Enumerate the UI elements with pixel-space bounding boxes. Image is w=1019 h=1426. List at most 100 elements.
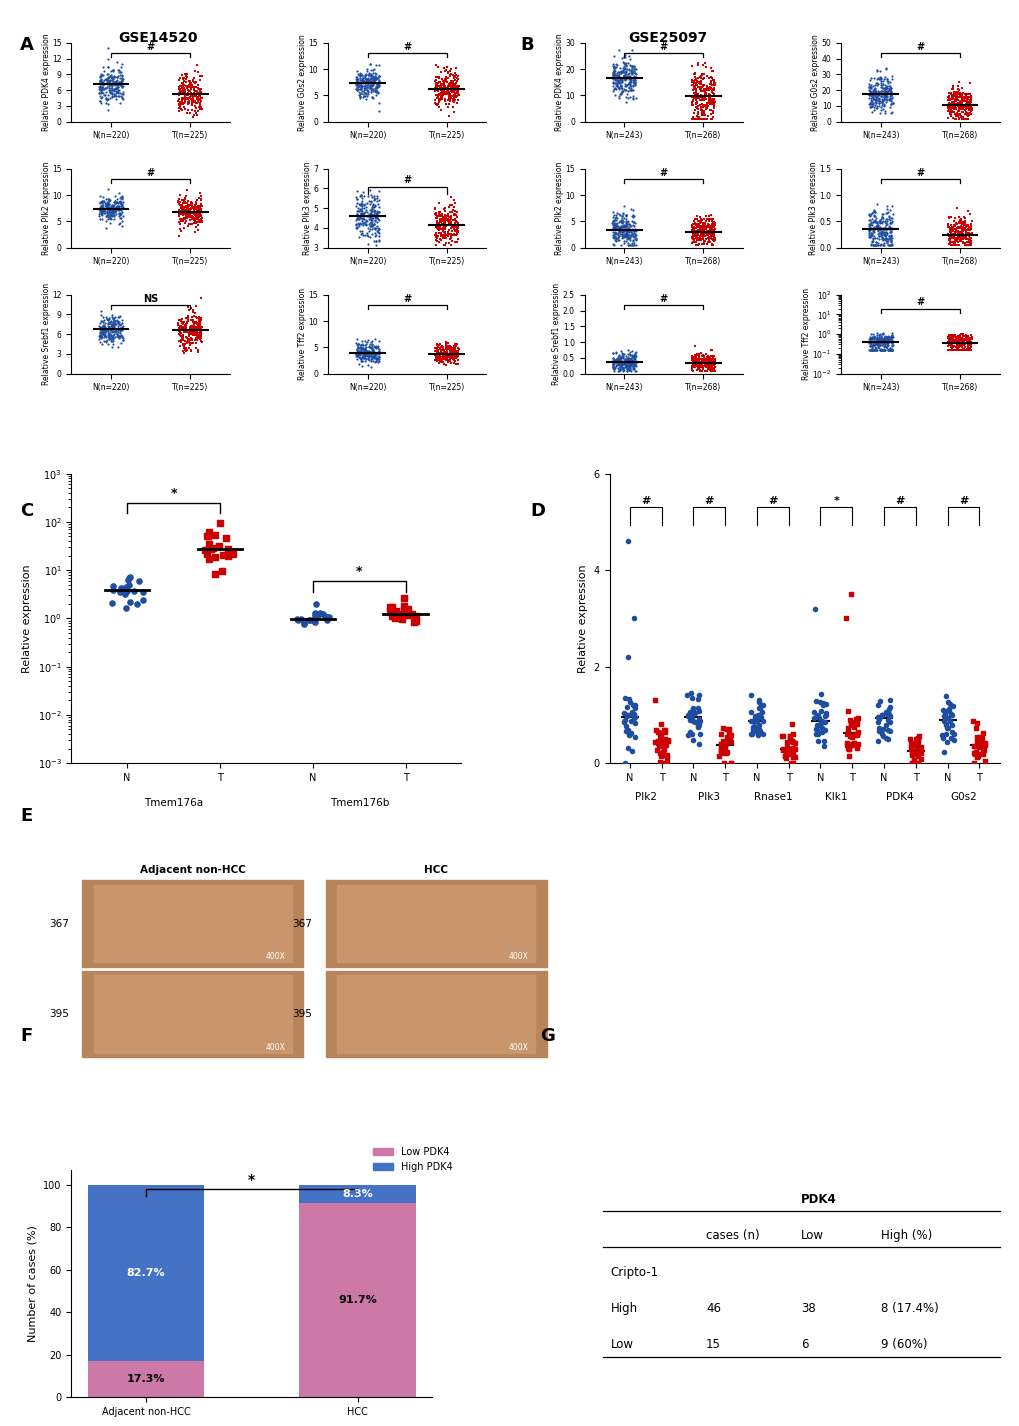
Point bbox=[972, 730, 988, 753]
Point bbox=[867, 234, 883, 257]
Point bbox=[445, 83, 462, 106]
Point bbox=[687, 334, 703, 356]
Point bbox=[864, 322, 880, 345]
Point bbox=[449, 341, 466, 364]
Point bbox=[428, 224, 444, 247]
Point bbox=[362, 64, 378, 87]
Point bbox=[435, 352, 451, 375]
Point bbox=[704, 100, 720, 123]
Point bbox=[702, 225, 718, 248]
Point bbox=[92, 324, 108, 347]
Point bbox=[704, 93, 720, 116]
Point bbox=[609, 64, 626, 87]
Point bbox=[702, 87, 718, 110]
Point bbox=[439, 225, 455, 248]
Point bbox=[603, 66, 620, 88]
Point bbox=[92, 78, 108, 101]
Point bbox=[626, 58, 642, 81]
Point bbox=[953, 215, 969, 238]
Point bbox=[444, 342, 461, 365]
Point bbox=[612, 208, 629, 231]
Point bbox=[442, 201, 459, 224]
Point bbox=[439, 208, 455, 231]
Point bbox=[428, 207, 444, 230]
Point bbox=[194, 207, 210, 230]
Y-axis label: Relative Srebf1 expression: Relative Srebf1 expression bbox=[42, 284, 51, 385]
Point bbox=[952, 328, 968, 351]
Point bbox=[174, 319, 191, 342]
Point bbox=[777, 747, 794, 770]
Point bbox=[367, 76, 383, 98]
Point bbox=[347, 217, 364, 240]
Point bbox=[98, 195, 114, 218]
Point bbox=[620, 67, 636, 90]
Point bbox=[175, 311, 192, 334]
Point bbox=[943, 87, 959, 110]
Point bbox=[626, 355, 642, 378]
Point bbox=[961, 230, 977, 252]
Point bbox=[861, 221, 877, 244]
Point bbox=[94, 200, 110, 222]
Point bbox=[949, 93, 965, 116]
Point bbox=[870, 210, 887, 232]
Point bbox=[614, 352, 631, 375]
Point bbox=[352, 204, 368, 227]
Text: #: # bbox=[659, 43, 667, 53]
Point bbox=[954, 227, 970, 250]
Point bbox=[716, 733, 733, 756]
Point bbox=[105, 315, 121, 338]
Point bbox=[872, 703, 889, 726]
Point bbox=[194, 195, 210, 218]
Point bbox=[946, 96, 962, 118]
Point bbox=[610, 358, 627, 381]
Point bbox=[863, 81, 879, 104]
Point bbox=[712, 722, 729, 744]
Point bbox=[777, 739, 794, 761]
Point bbox=[608, 64, 625, 87]
Point bbox=[612, 344, 629, 366]
Point bbox=[433, 342, 449, 365]
Point bbox=[186, 195, 203, 218]
Point bbox=[370, 201, 386, 224]
Point bbox=[98, 77, 114, 100]
Point bbox=[178, 201, 195, 224]
Point bbox=[962, 327, 978, 349]
Point bbox=[646, 689, 662, 712]
Point bbox=[626, 703, 642, 726]
Point bbox=[111, 73, 127, 96]
Point bbox=[176, 87, 193, 110]
Point bbox=[104, 194, 120, 217]
Point bbox=[716, 734, 733, 757]
Point bbox=[436, 74, 452, 97]
Point bbox=[941, 329, 957, 352]
Point bbox=[877, 221, 894, 244]
Point bbox=[943, 222, 959, 245]
Point bbox=[952, 225, 968, 248]
Point bbox=[625, 71, 641, 94]
Point bbox=[943, 77, 959, 100]
Point bbox=[807, 706, 823, 729]
Point bbox=[98, 68, 114, 91]
Point bbox=[604, 356, 621, 379]
Point bbox=[685, 220, 701, 242]
Point bbox=[689, 716, 705, 739]
Point bbox=[190, 195, 206, 218]
Point bbox=[192, 314, 208, 337]
Point bbox=[876, 221, 893, 244]
Point bbox=[618, 218, 634, 241]
Point bbox=[701, 217, 717, 240]
Point bbox=[428, 54, 444, 77]
Point bbox=[449, 214, 466, 237]
Point bbox=[98, 195, 114, 218]
Point bbox=[360, 341, 376, 364]
Point bbox=[688, 86, 704, 108]
Point bbox=[959, 104, 975, 127]
Point bbox=[877, 727, 894, 750]
Point bbox=[609, 224, 626, 247]
Point bbox=[101, 311, 117, 334]
Point bbox=[687, 88, 703, 111]
Point bbox=[750, 713, 766, 736]
Point bbox=[690, 210, 706, 232]
Point bbox=[955, 225, 971, 248]
Text: *: * bbox=[170, 488, 176, 501]
